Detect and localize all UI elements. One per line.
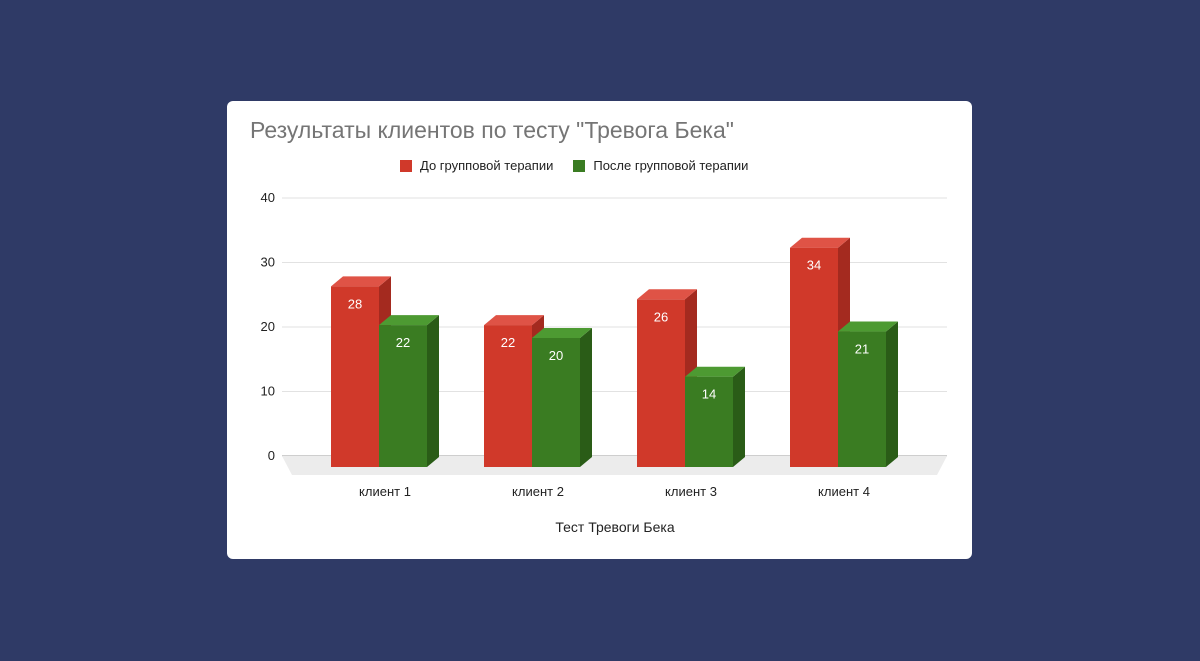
- bar-top-face: [685, 366, 745, 377]
- x-tick-label-3: клиент 3: [665, 484, 717, 499]
- bar-front-face: [790, 247, 838, 467]
- y-tick-label: 20: [261, 319, 275, 334]
- bar-front-face: [685, 376, 733, 467]
- y-tick-label: 40: [261, 190, 275, 205]
- bar-front-face: [484, 325, 532, 467]
- legend-swatch-before: [400, 159, 412, 172]
- bar-top-face: [532, 328, 592, 338]
- bar-after-1[interactable]: [379, 315, 439, 467]
- data-label-after-4: 21: [855, 342, 869, 357]
- bar-front-face: [331, 286, 379, 467]
- data-label-after-2: 20: [549, 348, 563, 363]
- data-label-before-1: 28: [348, 296, 362, 311]
- legend-swatch-after: [573, 159, 586, 172]
- bar-after-2[interactable]: [532, 328, 592, 467]
- bar-top-face: [484, 315, 544, 326]
- legend-item-after[interactable]: После групповой терапии: [573, 158, 748, 173]
- data-label-before-3: 26: [654, 309, 668, 324]
- bar-chart: 0 10 20 30 40 28 22 клиент 1 22 20 клиент 2 26 14 кли…: [261, 190, 947, 535]
- bar-front-face: [379, 325, 427, 467]
- x-axis-title: Тест Тревоги Бека: [555, 519, 674, 535]
- legend-label-after: После групповой терапии: [593, 158, 749, 173]
- x-tick-label-1: клиент 1: [359, 484, 411, 499]
- chart-floor-plane: [282, 456, 947, 475]
- legend-label-before: До групповой терапии: [420, 158, 554, 173]
- bar-top-face: [331, 276, 391, 287]
- bar-front-face: [637, 299, 685, 467]
- bar-after-3[interactable]: [685, 366, 745, 467]
- bar-top-face: [379, 315, 439, 326]
- x-tick-label-4: клиент 4: [818, 484, 870, 499]
- bar-side-face: [427, 315, 439, 467]
- bar-side-face: [580, 328, 592, 467]
- y-tick-label: 10: [261, 384, 275, 399]
- chart-card: Результаты клиентов по тесту "Тревога Бе…: [227, 101, 972, 559]
- legend-item-before[interactable]: До групповой терапии: [400, 158, 553, 173]
- bar-before-3[interactable]: [637, 289, 697, 467]
- data-label-before-2: 22: [501, 335, 515, 350]
- chart-floor: [282, 456, 947, 475]
- chart-title: Результаты клиентов по тесту "Тревога Бе…: [250, 117, 734, 143]
- data-label-after-3: 14: [702, 387, 716, 402]
- y-tick-label: 0: [268, 448, 275, 463]
- bar-side-face: [733, 366, 745, 467]
- data-label-after-1: 22: [396, 335, 410, 350]
- bar-top-face: [790, 237, 850, 248]
- bar-top-face: [637, 289, 697, 300]
- x-tick-label-2: клиент 2: [512, 484, 564, 499]
- legend: До групповой терапии После групповой тер…: [400, 158, 768, 173]
- y-tick-label: 30: [261, 255, 275, 270]
- bars: [331, 237, 898, 467]
- bar-side-face: [886, 321, 898, 467]
- data-label-before-4: 34: [807, 258, 821, 273]
- bar-top-face: [838, 321, 898, 332]
- bar-front-face: [532, 338, 580, 467]
- bar-after-4[interactable]: [838, 321, 898, 467]
- bar-front-face: [838, 331, 886, 467]
- labels: 0 10 20 30 40 28 22 клиент 1 22 20 клиент 2 26 14 кли…: [261, 190, 870, 535]
